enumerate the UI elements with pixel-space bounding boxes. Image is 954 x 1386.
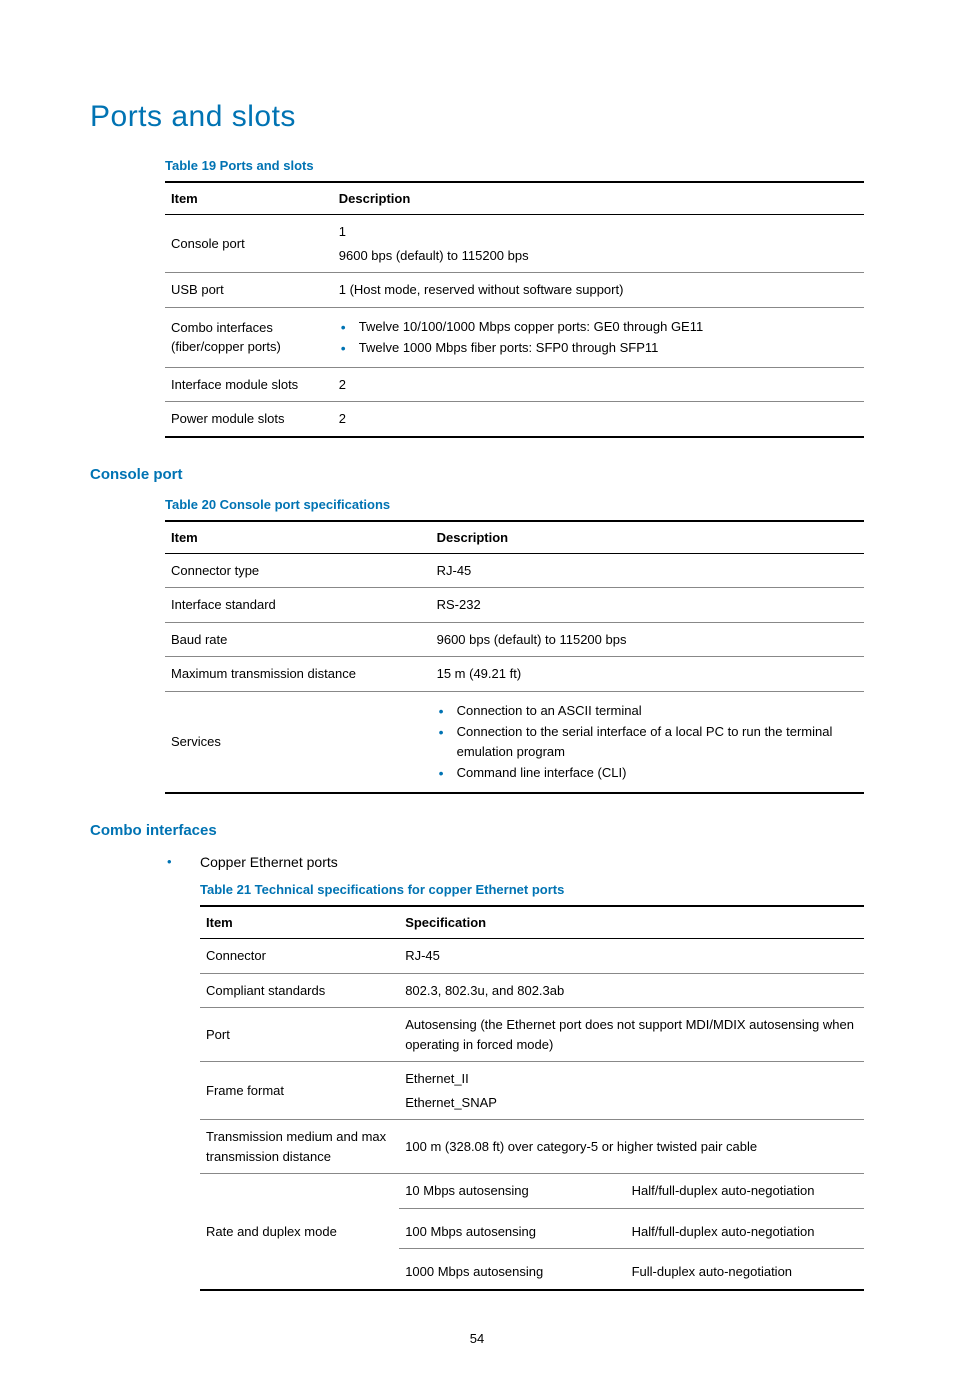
table-row: Connector type RJ-45 — [165, 553, 864, 588]
table20-caption: Table 20 Console port specifications — [165, 497, 864, 512]
cell-desc: 100 m (328.08 ft) over category-5 or hig… — [399, 1120, 864, 1174]
cell-item: Connector — [200, 939, 399, 974]
table-row: Console port 1 9600 bps (default) to 115… — [165, 215, 864, 273]
rate-left: 1000 Mbps autosensing — [405, 1262, 631, 1282]
console-heading: Console port — [90, 466, 864, 483]
table19-col-item: Item — [165, 182, 333, 215]
cell-desc: 15 m (49.21 ft) — [431, 657, 864, 692]
bullet-item: Twelve 10/100/1000 Mbps copper ports: GE… — [339, 317, 858, 337]
bullet-item: Connection to the serial interface of a … — [437, 722, 858, 761]
cell-line: Ethernet_SNAP — [405, 1093, 858, 1113]
cell-desc: 2 — [333, 402, 864, 437]
rate-subrow: 100 Mbps autosensing Half/full-duplex au… — [399, 1215, 864, 1250]
cell-item: Frame format — [200, 1062, 399, 1120]
rate-right: Half/full-duplex auto-negotiation — [632, 1181, 858, 1201]
section-title: Ports and slots — [90, 100, 864, 134]
cell-item: Power module slots — [165, 402, 333, 437]
table-row: Interface module slots 2 — [165, 367, 864, 402]
cell-line: 9600 bps (default) to 115200 bps — [339, 246, 858, 266]
table-row: Baud rate 9600 bps (default) to 115200 b… — [165, 622, 864, 657]
cell-desc: 10 Mbps autosensing Half/full-duplex aut… — [399, 1174, 864, 1290]
bullet-item: Twelve 1000 Mbps fiber ports: SFP0 throu… — [339, 338, 858, 358]
bullet-item: Connection to an ASCII terminal — [437, 701, 858, 721]
cell-desc: 1 9600 bps (default) to 115200 bps — [333, 215, 864, 273]
cell-item: Combo interfaces (fiber/copper ports) — [165, 307, 333, 367]
cell-desc: 1 (Host mode, reserved without software … — [333, 273, 864, 308]
table-row: Services Connection to an ASCII terminal… — [165, 691, 864, 793]
combo-intro-list: Copper Ethernet ports — [165, 853, 864, 873]
table-row: Compliant standards 802.3, 802.3u, and 8… — [200, 973, 864, 1008]
rate-right: Full-duplex auto-negotiation — [632, 1262, 858, 1282]
table-row: Combo interfaces (fiber/copper ports) Tw… — [165, 307, 864, 367]
cell-item: Port — [200, 1008, 399, 1062]
table19-col-desc: Description — [333, 182, 864, 215]
table-row: Maximum transmission distance 15 m (49.2… — [165, 657, 864, 692]
table-row: Transmission medium and max transmission… — [200, 1120, 864, 1174]
table21-col-item: Item — [200, 906, 399, 939]
table-row: Interface standard RS-232 — [165, 588, 864, 623]
table-row: Port Autosensing (the Ethernet port does… — [200, 1008, 864, 1062]
page-number: 54 — [90, 1331, 864, 1346]
table-row: Rate and duplex mode 10 Mbps autosensing… — [200, 1174, 864, 1290]
cell-item: Services — [165, 691, 431, 793]
cell-desc: RJ-45 — [431, 553, 864, 588]
cell-desc: Autosensing (the Ethernet port does not … — [399, 1008, 864, 1062]
table-row: Frame format Ethernet_II Ethernet_SNAP — [200, 1062, 864, 1120]
table20-col-desc: Description — [431, 521, 864, 554]
cell-desc: Connection to an ASCII terminal Connecti… — [431, 691, 864, 793]
table20: Item Description Connector type RJ-45 In… — [165, 520, 864, 794]
table20-col-item: Item — [165, 521, 431, 554]
table-row: Connector RJ-45 — [200, 939, 864, 974]
cell-item: Compliant standards — [200, 973, 399, 1008]
rate-left: 10 Mbps autosensing — [405, 1181, 631, 1201]
cell-line: Ethernet_II — [405, 1071, 469, 1086]
cell-desc: RS-232 — [431, 588, 864, 623]
rate-left: 100 Mbps autosensing — [405, 1222, 631, 1242]
bullet-list: Connection to an ASCII terminal Connecti… — [437, 701, 858, 783]
combo-intro-bullet: Copper Ethernet ports — [165, 853, 864, 873]
cell-desc: 9600 bps (default) to 115200 bps — [431, 622, 864, 657]
cell-line: 1 — [339, 224, 346, 239]
rate-subrow: 1000 Mbps autosensing Full-duplex auto-n… — [399, 1255, 864, 1289]
table21: Item Specification Connector RJ-45 Compl… — [200, 905, 864, 1291]
cell-desc: Ethernet_II Ethernet_SNAP — [399, 1062, 864, 1120]
cell-desc: RJ-45 — [399, 939, 864, 974]
cell-item: Transmission medium and max transmission… — [200, 1120, 399, 1174]
bullet-item: Command line interface (CLI) — [437, 763, 858, 783]
table21-col-spec: Specification — [399, 906, 864, 939]
cell-item: Baud rate — [165, 622, 431, 657]
cell-item: Console port — [165, 215, 333, 273]
cell-item: Rate and duplex mode — [200, 1174, 399, 1290]
combo-heading: Combo interfaces — [90, 822, 864, 839]
cell-desc: Twelve 10/100/1000 Mbps copper ports: GE… — [333, 307, 864, 367]
rate-subrow: 10 Mbps autosensing Half/full-duplex aut… — [399, 1174, 864, 1209]
cell-item: USB port — [165, 273, 333, 308]
bullet-list: Twelve 10/100/1000 Mbps copper ports: GE… — [339, 317, 858, 358]
table-row: USB port 1 (Host mode, reserved without … — [165, 273, 864, 308]
table-row: Power module slots 2 — [165, 402, 864, 437]
cell-desc: 802.3, 802.3u, and 802.3ab — [399, 973, 864, 1008]
cell-item: Maximum transmission distance — [165, 657, 431, 692]
rate-right: Half/full-duplex auto-negotiation — [632, 1222, 858, 1242]
cell-item: Connector type — [165, 553, 431, 588]
table21-caption: Table 21 Technical specifications for co… — [200, 882, 864, 897]
cell-item: Interface standard — [165, 588, 431, 623]
table19-caption: Table 19 Ports and slots — [165, 158, 864, 173]
cell-desc: 2 — [333, 367, 864, 402]
table19: Item Description Console port 1 9600 bps… — [165, 181, 864, 438]
cell-item: Interface module slots — [165, 367, 333, 402]
